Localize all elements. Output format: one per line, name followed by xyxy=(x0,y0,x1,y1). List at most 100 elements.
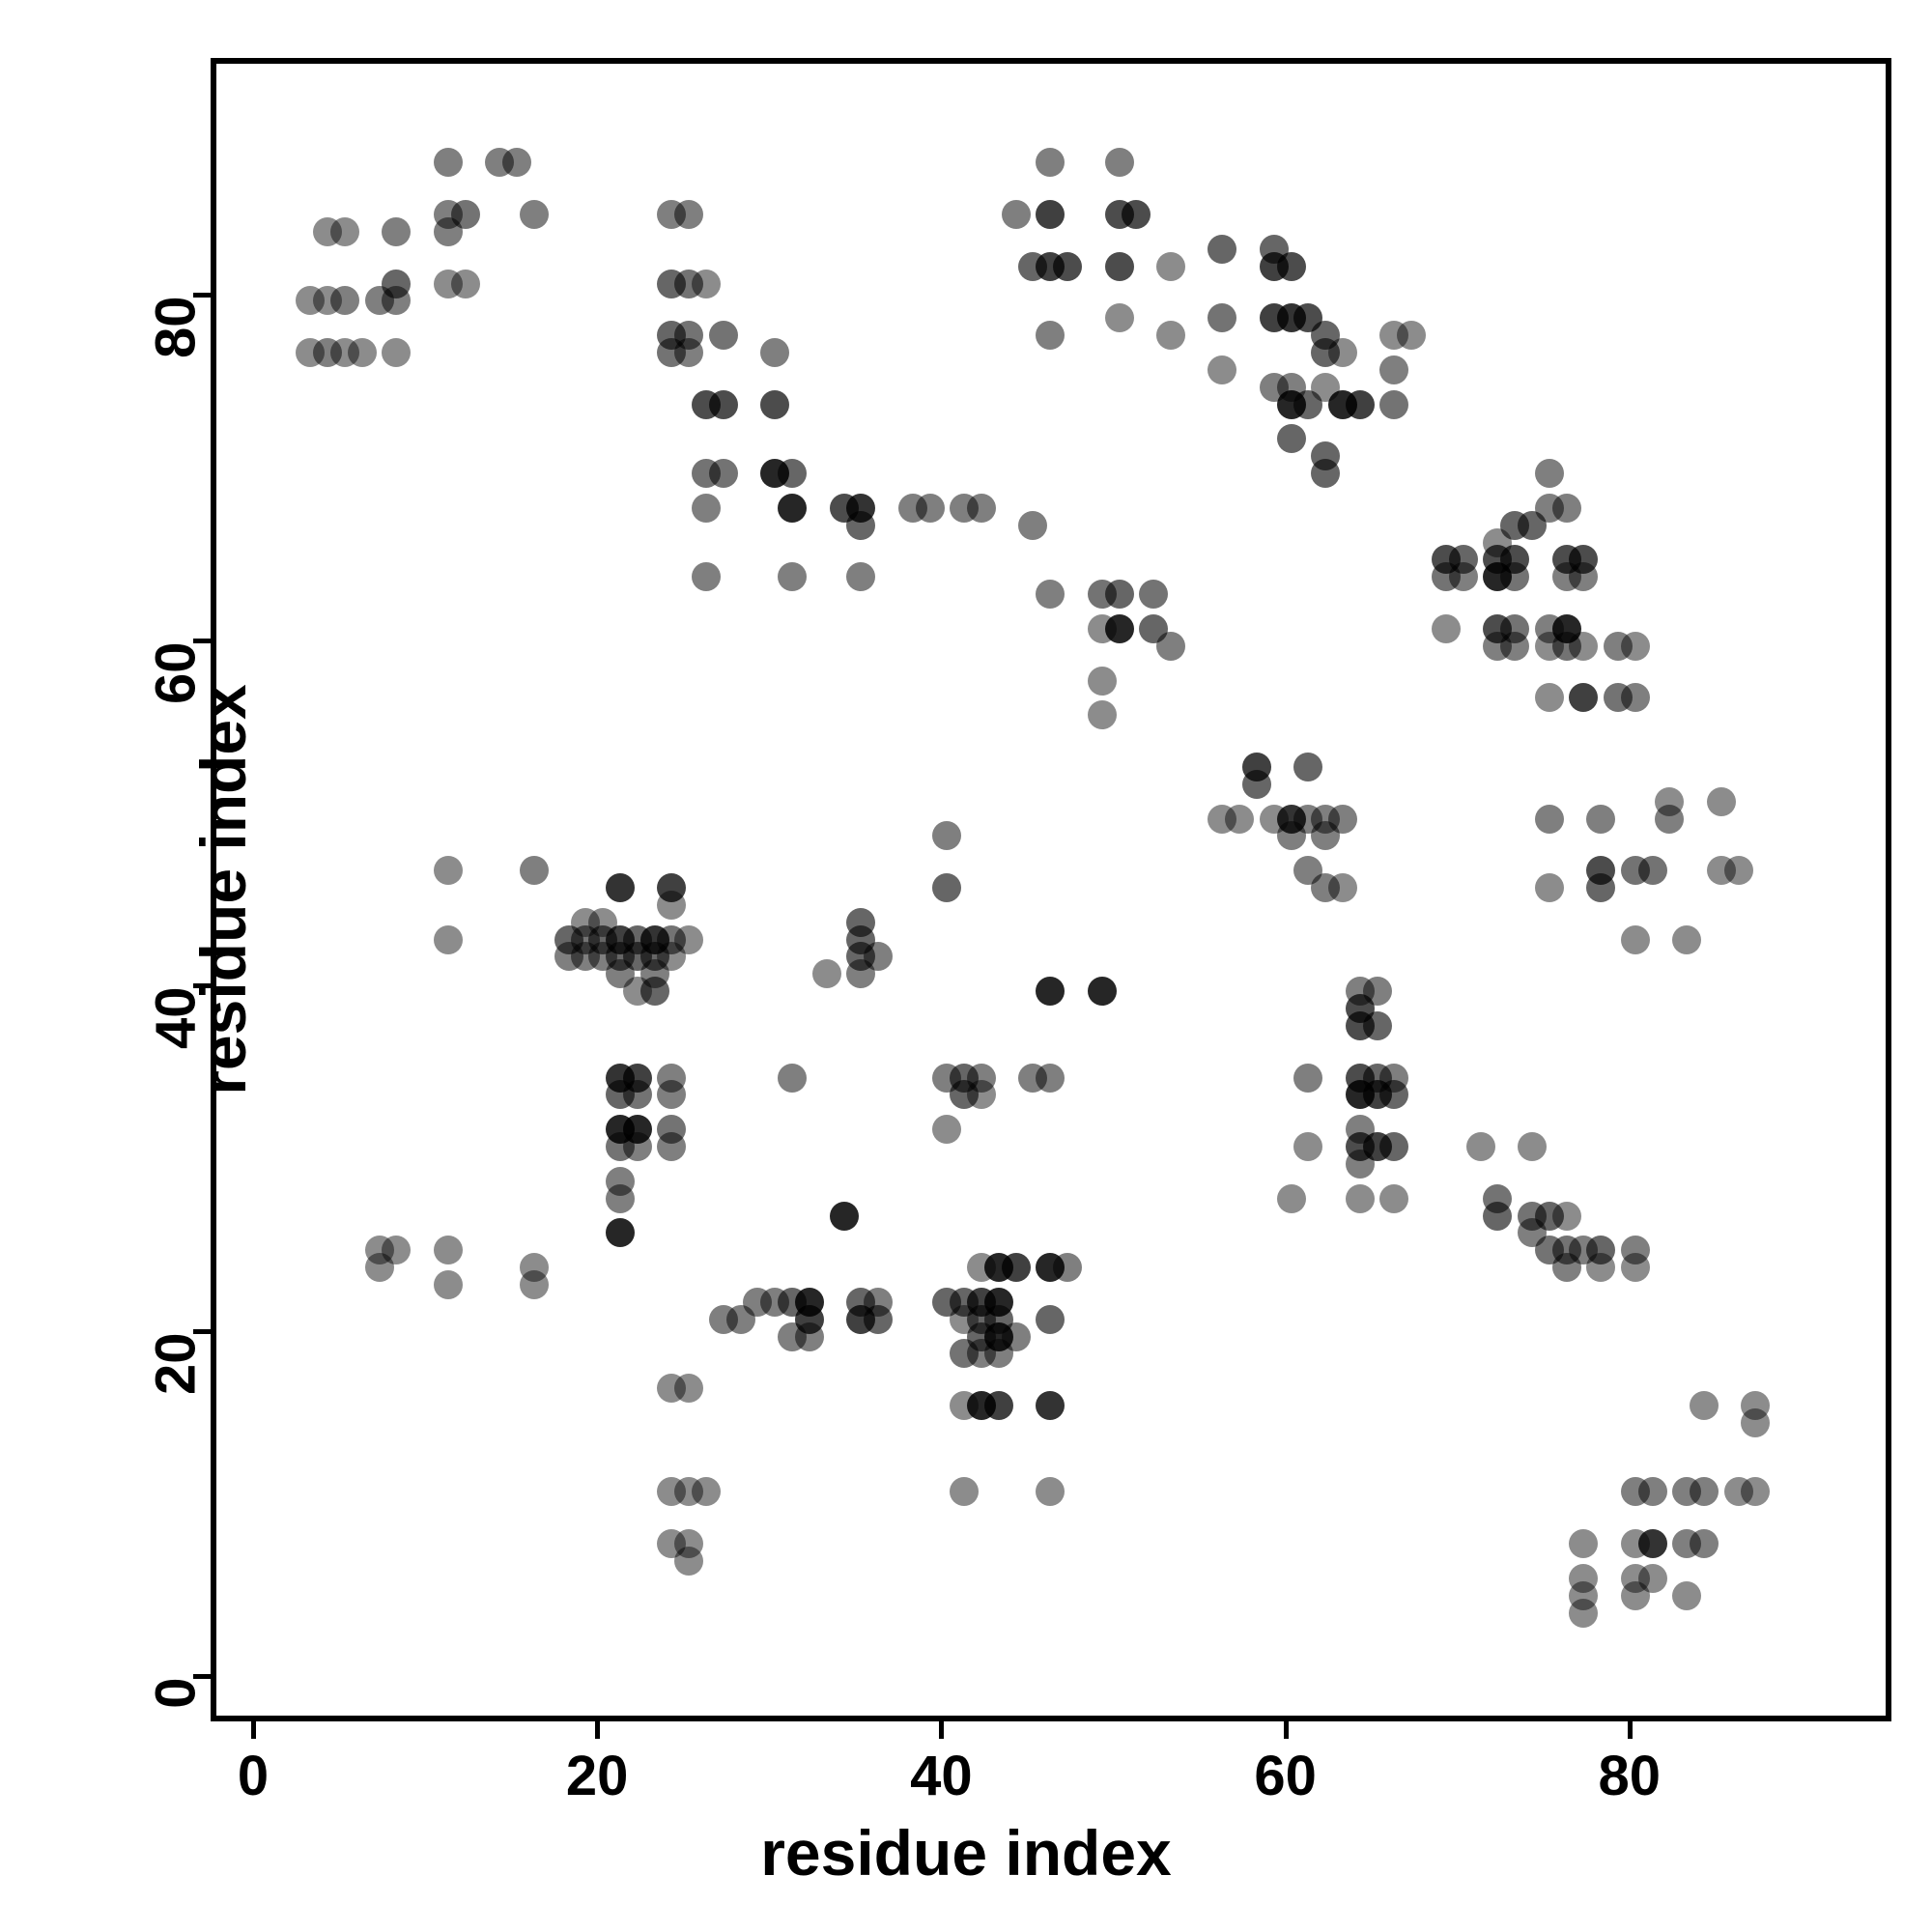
data-point xyxy=(1723,856,1753,886)
data-point xyxy=(1690,1477,1719,1507)
data-point xyxy=(1208,303,1237,333)
data-point xyxy=(1690,1391,1719,1421)
data-point xyxy=(1104,580,1134,610)
data-point xyxy=(1672,924,1702,954)
data-point xyxy=(1569,562,1599,592)
data-point xyxy=(674,269,704,298)
data-point xyxy=(967,1080,997,1110)
data-point xyxy=(1053,251,1083,281)
data-point xyxy=(502,148,532,178)
data-point xyxy=(1379,1132,1409,1162)
data-point xyxy=(932,1115,962,1145)
data-point xyxy=(1620,1563,1650,1593)
data-point xyxy=(1379,1183,1409,1213)
data-point xyxy=(1551,1201,1581,1231)
data-point xyxy=(1586,1236,1616,1265)
data-point xyxy=(433,148,463,178)
data-point xyxy=(1741,1391,1771,1421)
data-point xyxy=(1362,977,1392,1007)
data-point xyxy=(846,510,876,540)
data-point xyxy=(1637,1529,1667,1559)
x-tick-label: 60 xyxy=(1254,1745,1317,1807)
data-point xyxy=(519,200,549,230)
data-point xyxy=(433,856,463,886)
data-point xyxy=(1087,700,1117,730)
data-point xyxy=(1637,856,1667,886)
data-point xyxy=(1001,200,1031,230)
data-point xyxy=(1397,321,1427,351)
data-point xyxy=(1741,1407,1771,1437)
data-point xyxy=(1483,1201,1513,1231)
data-point xyxy=(1534,872,1564,902)
data-point xyxy=(967,493,997,523)
data-point xyxy=(1362,1010,1392,1040)
data-point xyxy=(1379,321,1409,351)
data-point xyxy=(1155,631,1185,661)
data-point xyxy=(1036,977,1065,1007)
data-point xyxy=(364,1236,394,1265)
x-tick-label: 80 xyxy=(1598,1745,1662,1807)
data-point xyxy=(778,493,808,523)
data-point xyxy=(657,1529,687,1559)
x-axis-label: residue index xyxy=(760,1817,1172,1889)
data-point xyxy=(1293,1132,1323,1162)
x-tick-label: 0 xyxy=(237,1745,270,1807)
data-point xyxy=(1534,683,1564,713)
data-point xyxy=(846,562,876,592)
data-point xyxy=(1155,251,1185,281)
data-point xyxy=(1655,786,1685,816)
data-point xyxy=(1586,872,1616,902)
data-point xyxy=(1311,872,1341,902)
data-point xyxy=(1311,821,1341,851)
data-point xyxy=(433,1269,463,1299)
data-point xyxy=(1569,1563,1599,1593)
data-point xyxy=(382,338,412,367)
data-point xyxy=(1569,1529,1599,1559)
data-point xyxy=(915,493,945,523)
data-point xyxy=(1036,1304,1065,1334)
data-point xyxy=(1018,510,1048,540)
data-point xyxy=(1569,683,1599,713)
data-point xyxy=(1104,251,1134,281)
data-point xyxy=(330,286,360,316)
data-point xyxy=(657,1374,687,1404)
data-point xyxy=(1586,1253,1616,1283)
data-point xyxy=(382,216,412,246)
data-point xyxy=(1517,1132,1547,1162)
data-point xyxy=(1723,1477,1753,1507)
data-point xyxy=(708,459,738,489)
data-point xyxy=(674,338,704,367)
data-point xyxy=(811,959,841,989)
data-point xyxy=(1293,389,1323,419)
data-point xyxy=(1620,631,1650,661)
data-point xyxy=(433,216,463,246)
data-point xyxy=(606,1218,635,1248)
data-point xyxy=(1706,856,1736,886)
data-point xyxy=(1345,389,1375,419)
data-point xyxy=(674,1374,704,1404)
data-point xyxy=(846,907,876,937)
data-point xyxy=(1241,769,1271,799)
data-point xyxy=(1741,1477,1771,1507)
data-point xyxy=(347,338,377,367)
data-point xyxy=(433,924,463,954)
data-point xyxy=(1311,338,1341,367)
data-point xyxy=(1036,321,1065,351)
data-point xyxy=(674,1477,704,1507)
data-point xyxy=(932,821,962,851)
data-point xyxy=(1500,631,1530,661)
data-point xyxy=(639,977,669,1007)
data-point xyxy=(1620,1253,1650,1283)
x-tick-label: 20 xyxy=(565,1745,629,1807)
data-point xyxy=(1087,977,1117,1007)
y-tick-mark xyxy=(193,638,211,643)
y-tick-mark xyxy=(193,983,211,989)
data-point xyxy=(1379,1080,1409,1110)
data-point xyxy=(967,1063,997,1093)
data-point xyxy=(330,216,360,246)
x-tick-mark xyxy=(939,1721,945,1739)
data-point xyxy=(1276,1183,1306,1213)
data-point xyxy=(794,1321,824,1351)
data-point xyxy=(330,338,360,367)
data-point xyxy=(950,1477,980,1507)
